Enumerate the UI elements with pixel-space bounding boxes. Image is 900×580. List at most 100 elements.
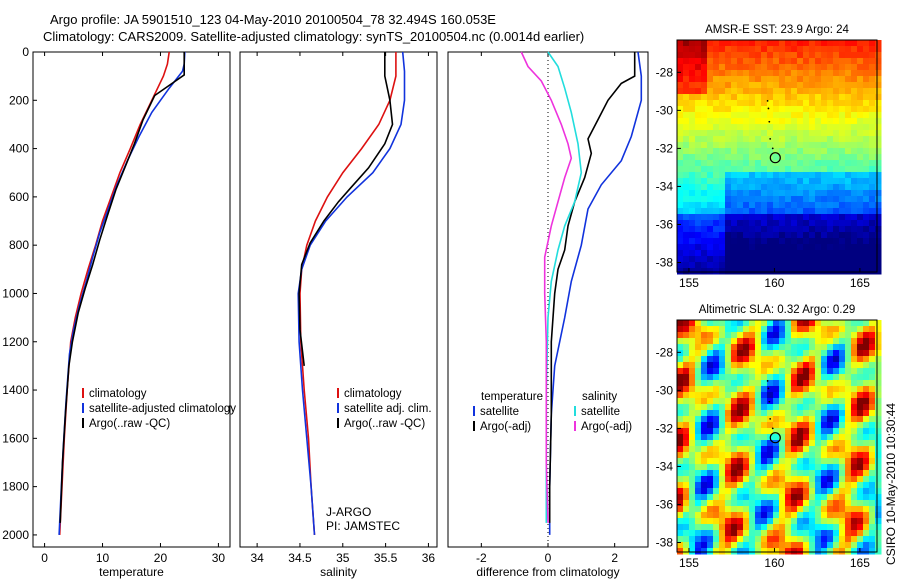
sst_map-cell	[845, 112, 852, 119]
sst_map-cell	[869, 100, 876, 107]
sla_map-cell	[689, 332, 696, 339]
sla_map-cell	[797, 434, 804, 441]
sla_map-cell	[851, 530, 858, 537]
sst_map-cell	[683, 46, 690, 53]
sst_map-cell	[755, 196, 762, 203]
sla_map-cell	[791, 374, 798, 381]
sst_map-cell	[833, 112, 840, 119]
sla_map-cell	[803, 530, 810, 537]
sst_map-cell	[857, 112, 864, 119]
sst_map-cell	[755, 46, 762, 53]
sla_map-cell	[869, 530, 876, 537]
temperature-xtick-label: 10	[96, 551, 110, 565]
sla_map-cell	[749, 470, 756, 477]
sla_map-cell	[821, 542, 828, 549]
sla_map-cell	[797, 422, 804, 429]
sla_map-cell	[815, 530, 822, 537]
sla_map-cell	[833, 446, 840, 453]
sst_map-cell	[863, 232, 870, 239]
sst_map-cell	[785, 64, 792, 71]
sst_map-cell	[701, 160, 708, 167]
sla_map-cell	[773, 530, 780, 537]
sst_map-cell	[863, 214, 870, 221]
sst_map-cell	[701, 118, 708, 125]
sst_map-cell	[773, 268, 780, 275]
sla_map-cell	[725, 368, 732, 375]
sla_map-cell	[815, 434, 822, 441]
sla_map-cell	[707, 452, 714, 459]
sla_map-cell	[725, 506, 732, 513]
sla_map-cell	[761, 422, 768, 429]
sla_map-cell	[791, 398, 798, 405]
sla_map-cell	[821, 344, 828, 351]
sla_map-cell	[839, 434, 846, 441]
sla_map-cell	[767, 470, 774, 477]
sla_map-ytick-label: -28	[656, 345, 674, 359]
sla_map-cell	[755, 506, 762, 513]
sst_map-cell	[767, 130, 774, 137]
sla_map-cell	[803, 458, 810, 465]
sst_map-cell	[857, 232, 864, 239]
sst_map-cell	[719, 184, 726, 191]
sla_map-cell	[755, 404, 762, 411]
sla_map-cell	[731, 530, 738, 537]
sst_map-cell	[809, 118, 816, 125]
salinity-xlabel: salinity	[320, 565, 357, 579]
sla_map-cell	[737, 482, 744, 489]
sst_map-cell	[761, 118, 768, 125]
sla_map-cell	[815, 518, 822, 525]
sla_map-cell	[767, 524, 774, 531]
sla_map-cell	[731, 338, 738, 345]
sst_map-cell	[863, 148, 870, 155]
sla_map-cell	[707, 524, 714, 531]
sst_map-cell	[869, 196, 876, 203]
sst_map-cell	[725, 142, 732, 149]
sst_map-cell	[773, 76, 780, 83]
sla_map-cell	[707, 482, 714, 489]
sst_map-cell	[707, 46, 714, 53]
sla_map-cell	[755, 326, 762, 333]
sla_map-cell	[707, 512, 714, 519]
sst_map-cell	[719, 214, 726, 221]
sst_map-cell	[755, 226, 762, 233]
sla_map-cell	[833, 362, 840, 369]
sla_map-cell	[677, 440, 684, 447]
sla_map-cell	[833, 422, 840, 429]
sst_map-cell	[839, 268, 846, 275]
sst_map-cell	[875, 64, 882, 71]
sst_map-cell	[875, 82, 882, 89]
sst_map-cell	[779, 112, 786, 119]
sst_map-cell	[779, 244, 786, 251]
sst_map-cell	[833, 52, 840, 59]
sst_map-cell	[779, 46, 786, 53]
sla_map-cell	[851, 404, 858, 411]
sst_map-cell	[875, 172, 882, 179]
sla_map-cell	[725, 458, 732, 465]
sst_map-cell	[815, 184, 822, 191]
sst_map-cell	[815, 58, 822, 65]
sst_map-cell	[701, 166, 708, 173]
sst_map-cell	[851, 46, 858, 53]
sla_map-cell	[785, 464, 792, 471]
sst_map-cell	[833, 94, 840, 101]
sst_map-cell	[791, 154, 798, 161]
sst_map-cell	[725, 88, 732, 95]
sst_map-cell	[869, 70, 876, 77]
sla_map-cell	[851, 356, 858, 363]
sla_map-cell	[779, 548, 786, 555]
sst_map-cell	[749, 262, 756, 269]
sla_map-cell	[755, 470, 762, 477]
sst_map-cell	[749, 178, 756, 185]
sst_map-cell	[839, 220, 846, 227]
sst_map-cell	[743, 124, 750, 131]
sla_map-cell	[827, 422, 834, 429]
sla_map-cell	[827, 488, 834, 495]
sla_map-cell	[809, 356, 816, 363]
sla_map-cell	[851, 512, 858, 519]
sla_map-cell	[863, 464, 870, 471]
sst_map-cell	[719, 262, 726, 269]
sst_map-cell	[815, 256, 822, 263]
sla_map-cell	[833, 458, 840, 465]
sla_map-cell	[845, 356, 852, 363]
sla_map-cell	[803, 356, 810, 363]
